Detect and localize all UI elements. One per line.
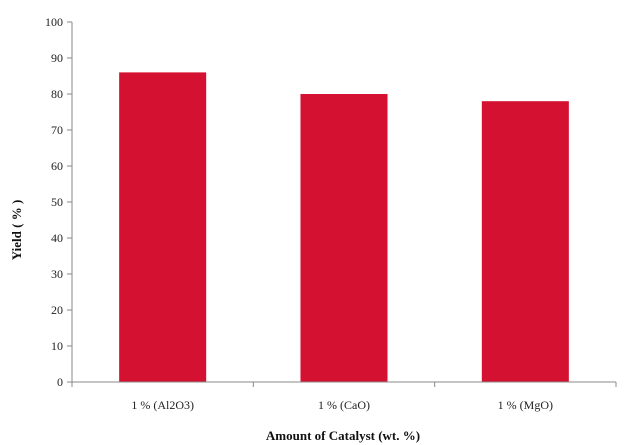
y-tick-label: 80 <box>51 87 63 101</box>
bar-1 <box>119 72 207 383</box>
x-tick-label: 1 % (Al2O3) <box>131 398 194 412</box>
y-tick-label: 50 <box>51 195 63 209</box>
y-tick-label: 30 <box>51 267 63 281</box>
y-tick-label: 20 <box>51 303 63 317</box>
y-axis-title: Yield ( % ) <box>9 200 24 261</box>
y-tick-label: 60 <box>51 159 63 173</box>
bar-3 <box>481 101 569 382</box>
y-tick-label: 70 <box>51 123 63 137</box>
x-tick-label: 1 % (CaO) <box>318 398 370 412</box>
x-tick-label: 1 % (MgO) <box>498 398 553 412</box>
y-tick-label: 10 <box>51 339 63 353</box>
x-axis-title: Amount of Catalyst (wt. %) <box>266 428 420 443</box>
bars <box>119 72 569 383</box>
bar-2 <box>300 94 388 382</box>
y-tick-label: 90 <box>51 51 63 65</box>
y-tick-label: 100 <box>45 15 63 29</box>
y-axis-ticks: 0 10 20 30 40 50 60 70 80 90 100 <box>45 15 72 389</box>
y-tick-label: 40 <box>51 231 63 245</box>
x-axis-ticks: 1 % (Al2O3) 1 % (CaO) 1 % (MgO) <box>71 382 617 412</box>
y-tick-label: 0 <box>57 375 63 389</box>
